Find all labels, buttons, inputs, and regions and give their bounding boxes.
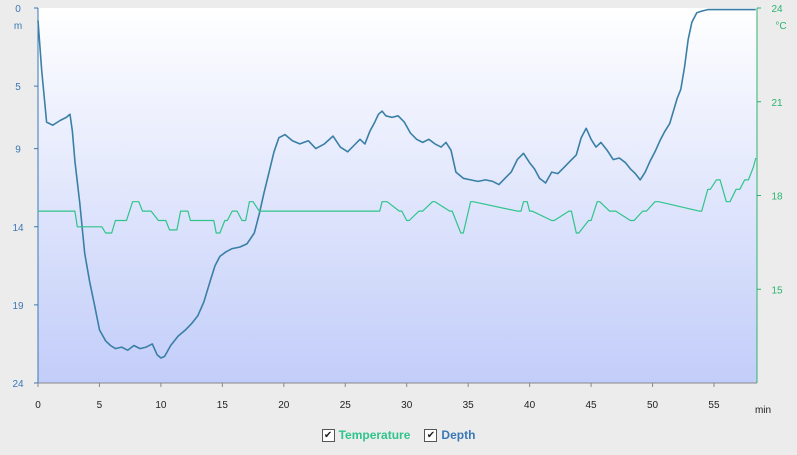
x-tick-label: 30 — [401, 400, 413, 411]
x-tick-label: 10 — [155, 400, 167, 411]
x-tick-label: 15 — [217, 400, 229, 411]
depth-label: Depth — [441, 428, 476, 442]
depth-checkbox[interactable]: ✔ — [424, 428, 438, 442]
x-tick-label: 55 — [708, 400, 720, 411]
right-tick-label: 24 — [771, 4, 783, 15]
x-tick-label: 5 — [97, 400, 103, 411]
chart-svg: 0 5 9 14 19 24 24 21 18 15 0 5 10 15 20 25 30 35 40 45 50 5… — [12, 4, 786, 416]
left-tick-label: 5 — [15, 82, 21, 93]
right-tick-label: 21 — [771, 98, 783, 109]
x-tick-label: 25 — [340, 400, 352, 411]
plot-area — [38, 8, 757, 383]
x-tick-label: 0 — [35, 400, 41, 411]
right-tick-label: 18 — [771, 192, 783, 203]
legend: ✔ Temperature ✔ Depth — [0, 428, 797, 442]
x-tick-label: 35 — [463, 400, 475, 411]
left-tick-label: 9 — [15, 145, 21, 156]
x-axis-label: min — [755, 405, 771, 416]
left-tick-label: 0 — [15, 4, 21, 15]
temperature-checkbox[interactable]: ✔ — [321, 428, 335, 442]
left-tick-label: 19 — [12, 301, 24, 312]
left-axis-unit: m — [14, 21, 22, 32]
legend-temperature[interactable]: ✔ Temperature — [321, 428, 411, 442]
series-line-depth — [37, 8, 756, 359]
right-axis-unit: °C — [775, 21, 786, 32]
series-line-temperature — [38, 157, 757, 234]
left-tick-label: 24 — [12, 379, 24, 390]
x-tick-label: 20 — [278, 400, 290, 411]
legend-depth[interactable]: ✔ Depth — [424, 428, 475, 442]
right-tick-label: 15 — [771, 285, 783, 296]
x-tick-label: 45 — [586, 400, 598, 411]
x-tick-label: 40 — [524, 400, 536, 411]
temperature-label: Temperature — [338, 428, 411, 442]
x-tick-label: 50 — [647, 400, 659, 411]
left-tick-label: 14 — [12, 223, 24, 234]
